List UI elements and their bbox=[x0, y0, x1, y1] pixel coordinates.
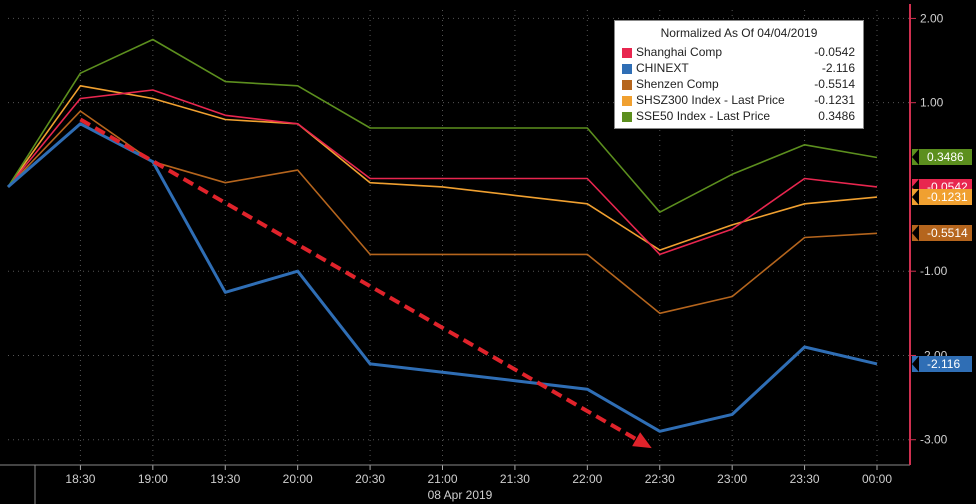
legend-item: Shenzen Comp -0.5514 bbox=[622, 77, 859, 93]
legend-series-value: -0.5514 bbox=[814, 77, 855, 91]
legend: Normalized As Of 04/04/2019 Shanghai Com… bbox=[614, 20, 864, 129]
legend-series-name: CHINEXT bbox=[636, 61, 689, 75]
y-tick-label: 1.00 bbox=[920, 96, 944, 110]
y-tick-label: -3.00 bbox=[920, 433, 948, 447]
x-tick-label: 19:00 bbox=[138, 472, 168, 486]
legend-swatch bbox=[622, 64, 632, 74]
legend-series-name: SSE50 Index - Last Price bbox=[636, 109, 771, 123]
legend-series-name: SHSZ300 Index - Last Price bbox=[636, 93, 785, 107]
x-tick-label: 21:00 bbox=[427, 472, 457, 486]
last-value-badge: 0.3486 bbox=[912, 149, 972, 166]
x-tick-label: 20:00 bbox=[283, 472, 313, 486]
series-group bbox=[7, 38, 878, 433]
x-tick-label: 23:30 bbox=[790, 472, 820, 486]
legend-series-value: -0.1231 bbox=[814, 93, 855, 107]
series-line bbox=[7, 85, 878, 251]
last-value-badge: -0.1231 bbox=[912, 189, 972, 206]
x-tick-label: 21:30 bbox=[500, 472, 530, 486]
series-line bbox=[7, 38, 878, 213]
trend-arrow-shaft bbox=[79, 117, 638, 441]
y-axis: 2.001.00-1.00-2.00-3.00 bbox=[909, 4, 948, 465]
series-line bbox=[7, 89, 878, 256]
y-tick-label: -1.00 bbox=[920, 264, 948, 278]
last-value-badge: -2.116 bbox=[912, 355, 972, 372]
last-value-badge: -0.5514 bbox=[912, 225, 972, 242]
x-axis: 18:30 19:00 19:30 20:00 20:30 21:00 21:30 22:00… bbox=[0, 464, 910, 504]
legend-item: SHSZ300 Index - Last Price -0.1231 bbox=[622, 93, 859, 109]
trend-arrow-head bbox=[632, 432, 652, 449]
x-tick-label: 18:30 bbox=[65, 472, 95, 486]
series-line bbox=[7, 122, 878, 433]
legend-series-value: 0.3486 bbox=[818, 109, 855, 123]
legend-series-name: Shenzen Comp bbox=[636, 77, 719, 91]
legend-series-name: Shanghai Comp bbox=[636, 45, 723, 59]
x-tick-label: 22:00 bbox=[572, 472, 602, 486]
legend-swatch bbox=[622, 112, 632, 122]
x-tick-label: 20:30 bbox=[355, 472, 385, 486]
x-tick-label: 19:30 bbox=[210, 472, 240, 486]
x-tick-label: 00:00 bbox=[862, 472, 892, 486]
legend-item: SSE50 Index - Last Price 0.3486 bbox=[622, 109, 859, 125]
legend-series-value: -0.0542 bbox=[814, 45, 855, 59]
legend-swatch bbox=[622, 80, 632, 90]
x-axis-date-label: 08 Apr 2019 bbox=[428, 488, 493, 502]
legend-series-value: -2.116 bbox=[821, 61, 855, 75]
y-tick-label: 2.00 bbox=[920, 11, 944, 25]
legend-swatch bbox=[622, 96, 632, 106]
legend-swatch bbox=[622, 48, 632, 58]
legend-item: CHINEXT -2.116 bbox=[622, 61, 859, 77]
x-tick-label: 22:30 bbox=[645, 472, 675, 486]
legend-item: Shanghai Comp -0.0542 bbox=[622, 45, 859, 61]
legend-title: Normalized As Of 04/04/2019 bbox=[660, 26, 818, 40]
x-tick-label: 23:00 bbox=[717, 472, 747, 486]
trend-arrow bbox=[79, 117, 652, 449]
